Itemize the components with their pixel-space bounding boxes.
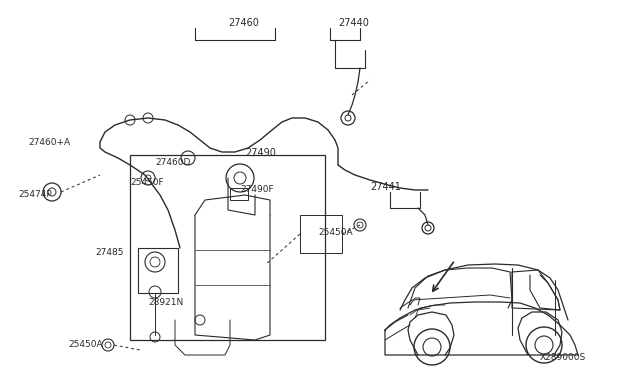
Bar bbox=[230, 188, 248, 200]
Text: 27440: 27440 bbox=[338, 18, 369, 28]
Bar bbox=[138, 248, 178, 293]
Text: 27460: 27460 bbox=[228, 18, 259, 28]
Text: 25450A: 25450A bbox=[318, 228, 353, 237]
Text: 27460D: 27460D bbox=[155, 158, 190, 167]
Text: 27490: 27490 bbox=[245, 148, 276, 158]
Bar bbox=[300, 215, 342, 253]
Text: 25450F: 25450F bbox=[130, 178, 164, 187]
Text: 27460+A: 27460+A bbox=[28, 138, 70, 147]
Bar bbox=[130, 155, 325, 340]
Text: 25474P: 25474P bbox=[18, 190, 52, 199]
Text: 28921N: 28921N bbox=[148, 298, 183, 307]
Text: 27485: 27485 bbox=[95, 248, 124, 257]
Text: 27490F: 27490F bbox=[240, 185, 274, 194]
Text: X289000S: X289000S bbox=[540, 353, 586, 362]
Text: 25450A: 25450A bbox=[68, 340, 102, 349]
Text: 27441: 27441 bbox=[370, 182, 401, 192]
